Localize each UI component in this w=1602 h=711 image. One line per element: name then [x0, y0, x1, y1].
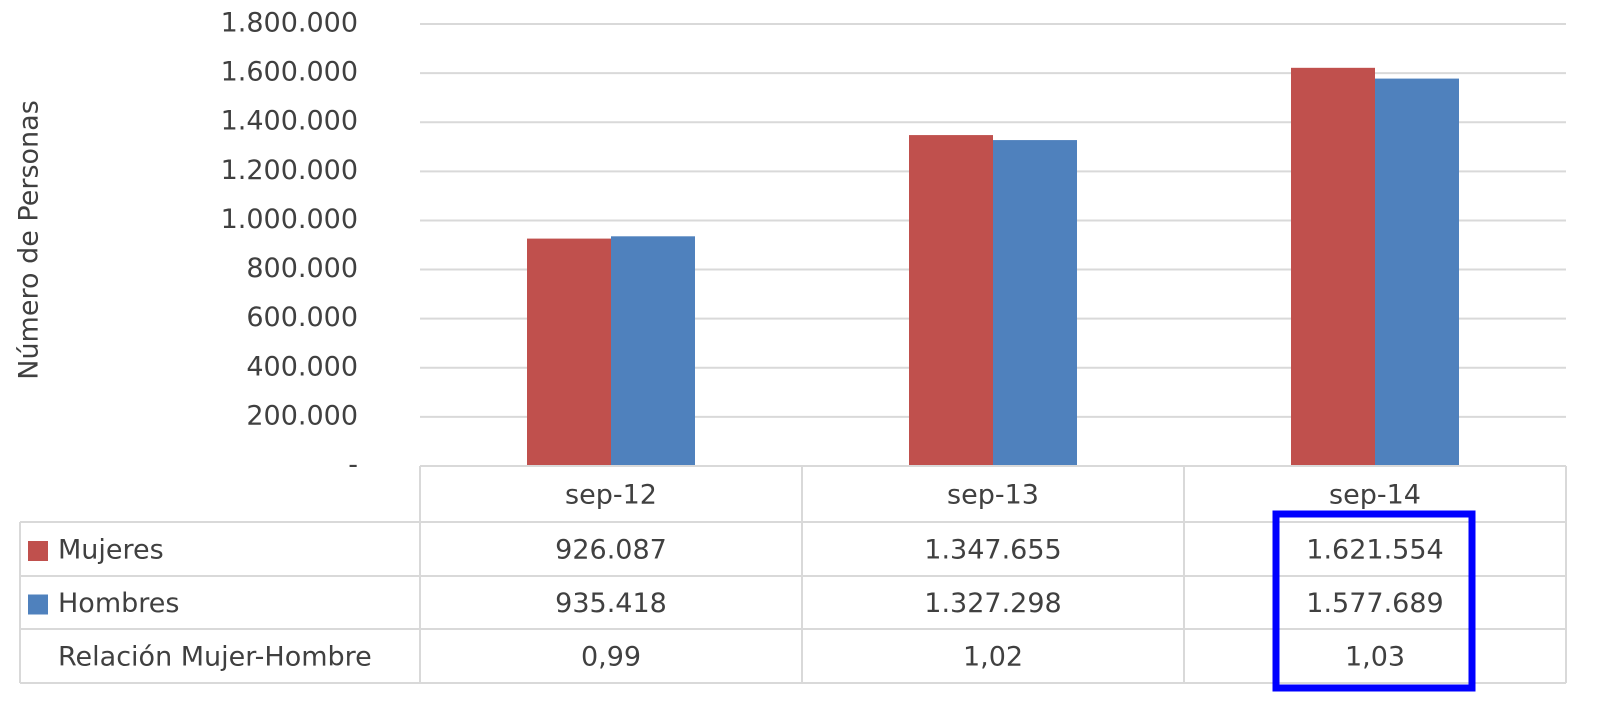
bar — [527, 238, 611, 466]
row-label: Relación Mujer-Hombre — [58, 642, 372, 673]
highlight-box — [1272, 510, 1476, 692]
y-tick-label: 600.000 — [246, 302, 358, 333]
bar — [611, 236, 695, 466]
legend-label: Hombres — [58, 588, 179, 619]
table-value: 1.577.689 — [1306, 588, 1443, 619]
bar — [909, 135, 993, 467]
table-value: 1.347.655 — [924, 535, 1061, 566]
x-tick-label: sep-14 — [1329, 480, 1421, 511]
y-tick-label: 1.600.000 — [221, 57, 358, 88]
table-value: 926.087 — [555, 535, 667, 566]
y-tick-label: 1.800.000 — [221, 8, 358, 39]
legend-label: Mujeres — [58, 535, 164, 566]
x-tick-label: sep-13 — [947, 480, 1039, 511]
bar — [1375, 78, 1459, 467]
table-value: 935.418 — [555, 588, 667, 619]
y-axis-label: Número de Personas — [14, 100, 45, 380]
y-tick-label: 800.000 — [246, 253, 358, 284]
legend-swatch — [28, 594, 48, 615]
y-tick-label: 1.200.000 — [221, 155, 358, 186]
x-tick-label: sep-12 — [565, 480, 657, 511]
y-tick-label: - — [348, 450, 358, 481]
y-tick-label: 1.000.000 — [221, 204, 358, 235]
table-value: 1.327.298 — [924, 588, 1061, 619]
y-tick-label: 1.400.000 — [221, 106, 358, 137]
y-tick-label: 200.000 — [246, 400, 358, 431]
legend-swatch — [28, 541, 48, 561]
table-value: 0,99 — [581, 642, 641, 673]
table-value: 1.621.554 — [1306, 535, 1443, 566]
bar — [1291, 67, 1375, 466]
table-value: 1,02 — [963, 642, 1023, 673]
y-tick-label: 400.000 — [246, 351, 358, 382]
bar — [993, 140, 1077, 467]
table-value: 1,03 — [1345, 642, 1405, 673]
